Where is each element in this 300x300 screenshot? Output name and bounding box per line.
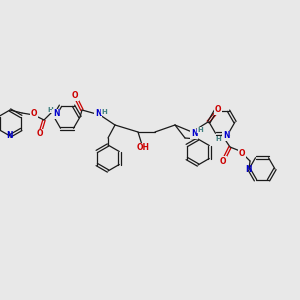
Text: N: N bbox=[246, 164, 252, 173]
Text: N: N bbox=[95, 110, 101, 118]
Text: N: N bbox=[7, 131, 13, 140]
Text: N: N bbox=[191, 130, 197, 139]
Text: O: O bbox=[31, 109, 37, 118]
Text: H: H bbox=[197, 127, 203, 133]
Text: O: O bbox=[220, 157, 226, 166]
Text: N: N bbox=[53, 110, 59, 118]
Text: OH: OH bbox=[136, 143, 149, 152]
Text: H: H bbox=[47, 107, 53, 113]
Text: O: O bbox=[72, 92, 78, 100]
Text: H: H bbox=[215, 136, 221, 142]
Text: O: O bbox=[37, 130, 43, 139]
Text: N: N bbox=[223, 131, 229, 140]
Text: O: O bbox=[215, 106, 221, 115]
Text: H: H bbox=[101, 109, 107, 115]
Text: O: O bbox=[239, 148, 245, 158]
